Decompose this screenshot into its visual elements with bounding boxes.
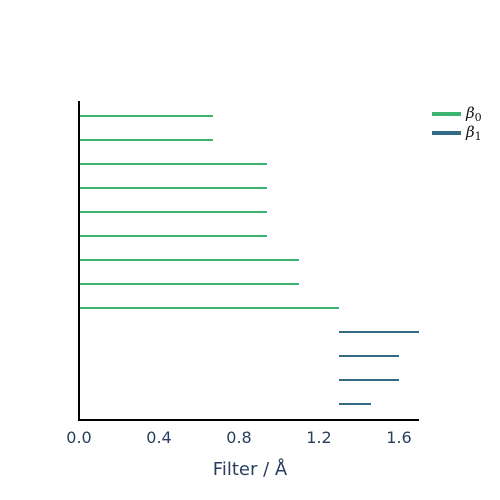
legend-label-beta0: β0 <box>465 104 482 124</box>
legend-label-beta1: β1 <box>465 123 482 143</box>
x-tick-label: 1.6 <box>386 428 411 447</box>
x-tick-label: 1.2 <box>306 428 331 447</box>
x-tick-label: 0.0 <box>66 428 91 447</box>
x-axis-title: Filter / Å <box>213 458 288 480</box>
x-tick-label: 0.8 <box>226 428 251 447</box>
x-ticks: 0.0 0.4 0.8 1.2 1.6 <box>66 428 411 447</box>
x-tick-label: 0.4 <box>146 428 171 447</box>
bars-layer <box>79 115 419 405</box>
